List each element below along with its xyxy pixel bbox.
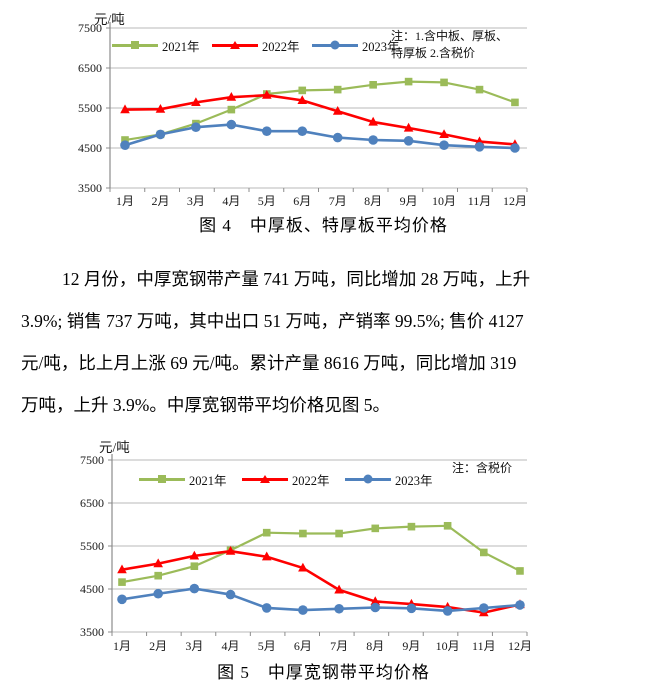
svg-text:6500: 6500 xyxy=(78,61,102,75)
figure4-note: 注：1.含中板、厚板、 特厚板 2.含税价 xyxy=(391,29,509,60)
svg-text:7500: 7500 xyxy=(80,453,104,467)
svg-text:5月: 5月 xyxy=(258,639,276,653)
svg-text:12月: 12月 xyxy=(503,194,527,208)
svg-text:1月: 1月 xyxy=(116,194,134,208)
legend-label: 2022年 xyxy=(292,473,330,488)
figure4-legend: 2021年 2022年 2023年 xyxy=(112,36,412,55)
paragraph-line: 万吨，上升 3.9%。中厚宽钢带平均价格见图 5。 xyxy=(21,395,390,415)
svg-text:9月: 9月 xyxy=(400,194,418,208)
figure4-caption: 图 4 中厚板、特厚板平均价格 xyxy=(199,216,448,235)
figure5-legend-item-2023: 2023年 xyxy=(345,470,448,489)
svg-text:3月: 3月 xyxy=(185,639,203,653)
legend-label: 2023年 xyxy=(395,473,433,488)
svg-text:2月: 2月 xyxy=(149,639,167,653)
svg-text:7月: 7月 xyxy=(329,194,347,208)
figure5-note: 注：含税价 xyxy=(452,461,513,475)
svg-text:3500: 3500 xyxy=(78,181,102,195)
figure5-legend: 2021年 2022年 2023年 xyxy=(139,470,448,489)
legend-line-icon xyxy=(345,474,391,484)
paragraph-line: 12 月份，中厚宽钢带产量 741 万吨，同比增加 28 万吨，上升 xyxy=(62,269,531,289)
svg-text:11月: 11月 xyxy=(472,639,496,653)
svg-text:6月: 6月 xyxy=(294,639,312,653)
figure4-legend-item-2023: 2023年 xyxy=(312,36,412,55)
paragraph-line: 元/吨，比上月上涨 69 元/吨。累计产量 8616 万吨，同比增加 319 xyxy=(21,353,517,373)
svg-text:4月: 4月 xyxy=(222,194,240,208)
circle-marker-icon xyxy=(363,474,373,484)
svg-text:5500: 5500 xyxy=(80,539,104,553)
figure4-unit-label: 元/吨 xyxy=(94,12,125,27)
paragraph-line: 3.9%; 销售 737 万吨，其中出口 51 万吨，产销率 99.5%; 售价… xyxy=(21,311,524,331)
figure5-caption: 图 5 中厚宽钢带平均价格 xyxy=(217,663,430,682)
circle-marker-icon xyxy=(330,40,340,50)
figure4-legend-item-2021: 2021年 xyxy=(112,36,212,55)
svg-text:4500: 4500 xyxy=(80,582,104,596)
triangle-marker-icon xyxy=(230,41,240,49)
figure4-legend-item-2022: 2022年 xyxy=(212,36,312,55)
svg-text:7500: 7500 xyxy=(78,21,102,35)
svg-text:9月: 9月 xyxy=(402,639,420,653)
svg-text:4月: 4月 xyxy=(222,639,240,653)
svg-text:6500: 6500 xyxy=(80,496,104,510)
legend-label: 2023年 xyxy=(362,39,400,54)
svg-text:7月: 7月 xyxy=(330,639,348,653)
figure5-unit-label: 元/吨 xyxy=(99,440,130,455)
svg-text:5月: 5月 xyxy=(258,194,276,208)
legend-label: 2021年 xyxy=(189,473,227,488)
svg-text:4500: 4500 xyxy=(78,141,102,155)
square-marker-icon xyxy=(131,41,139,49)
svg-text:10月: 10月 xyxy=(436,639,460,653)
svg-text:8月: 8月 xyxy=(366,639,384,653)
svg-text:10月: 10月 xyxy=(432,194,456,208)
legend-line-icon xyxy=(212,41,258,49)
legend-label: 2021年 xyxy=(162,39,200,54)
svg-text:11月: 11月 xyxy=(468,194,492,208)
figure5-legend-item-2022: 2022年 xyxy=(242,470,345,489)
svg-text:5500: 5500 xyxy=(78,101,102,115)
square-marker-icon xyxy=(158,475,166,483)
svg-text:1月: 1月 xyxy=(113,639,131,653)
svg-text:2月: 2月 xyxy=(151,194,169,208)
svg-text:3月: 3月 xyxy=(187,194,205,208)
svg-text:12月: 12月 xyxy=(508,639,532,653)
svg-text:6月: 6月 xyxy=(293,194,311,208)
legend-line-icon xyxy=(139,475,185,483)
legend-line-icon xyxy=(112,41,158,49)
svg-text:3500: 3500 xyxy=(80,625,104,639)
figure5-legend-item-2021: 2021年 xyxy=(139,470,242,489)
legend-line-icon xyxy=(312,40,358,50)
svg-text:8月: 8月 xyxy=(364,194,382,208)
legend-label: 2022年 xyxy=(262,39,300,54)
legend-line-icon xyxy=(242,475,288,483)
triangle-marker-icon xyxy=(260,475,270,483)
